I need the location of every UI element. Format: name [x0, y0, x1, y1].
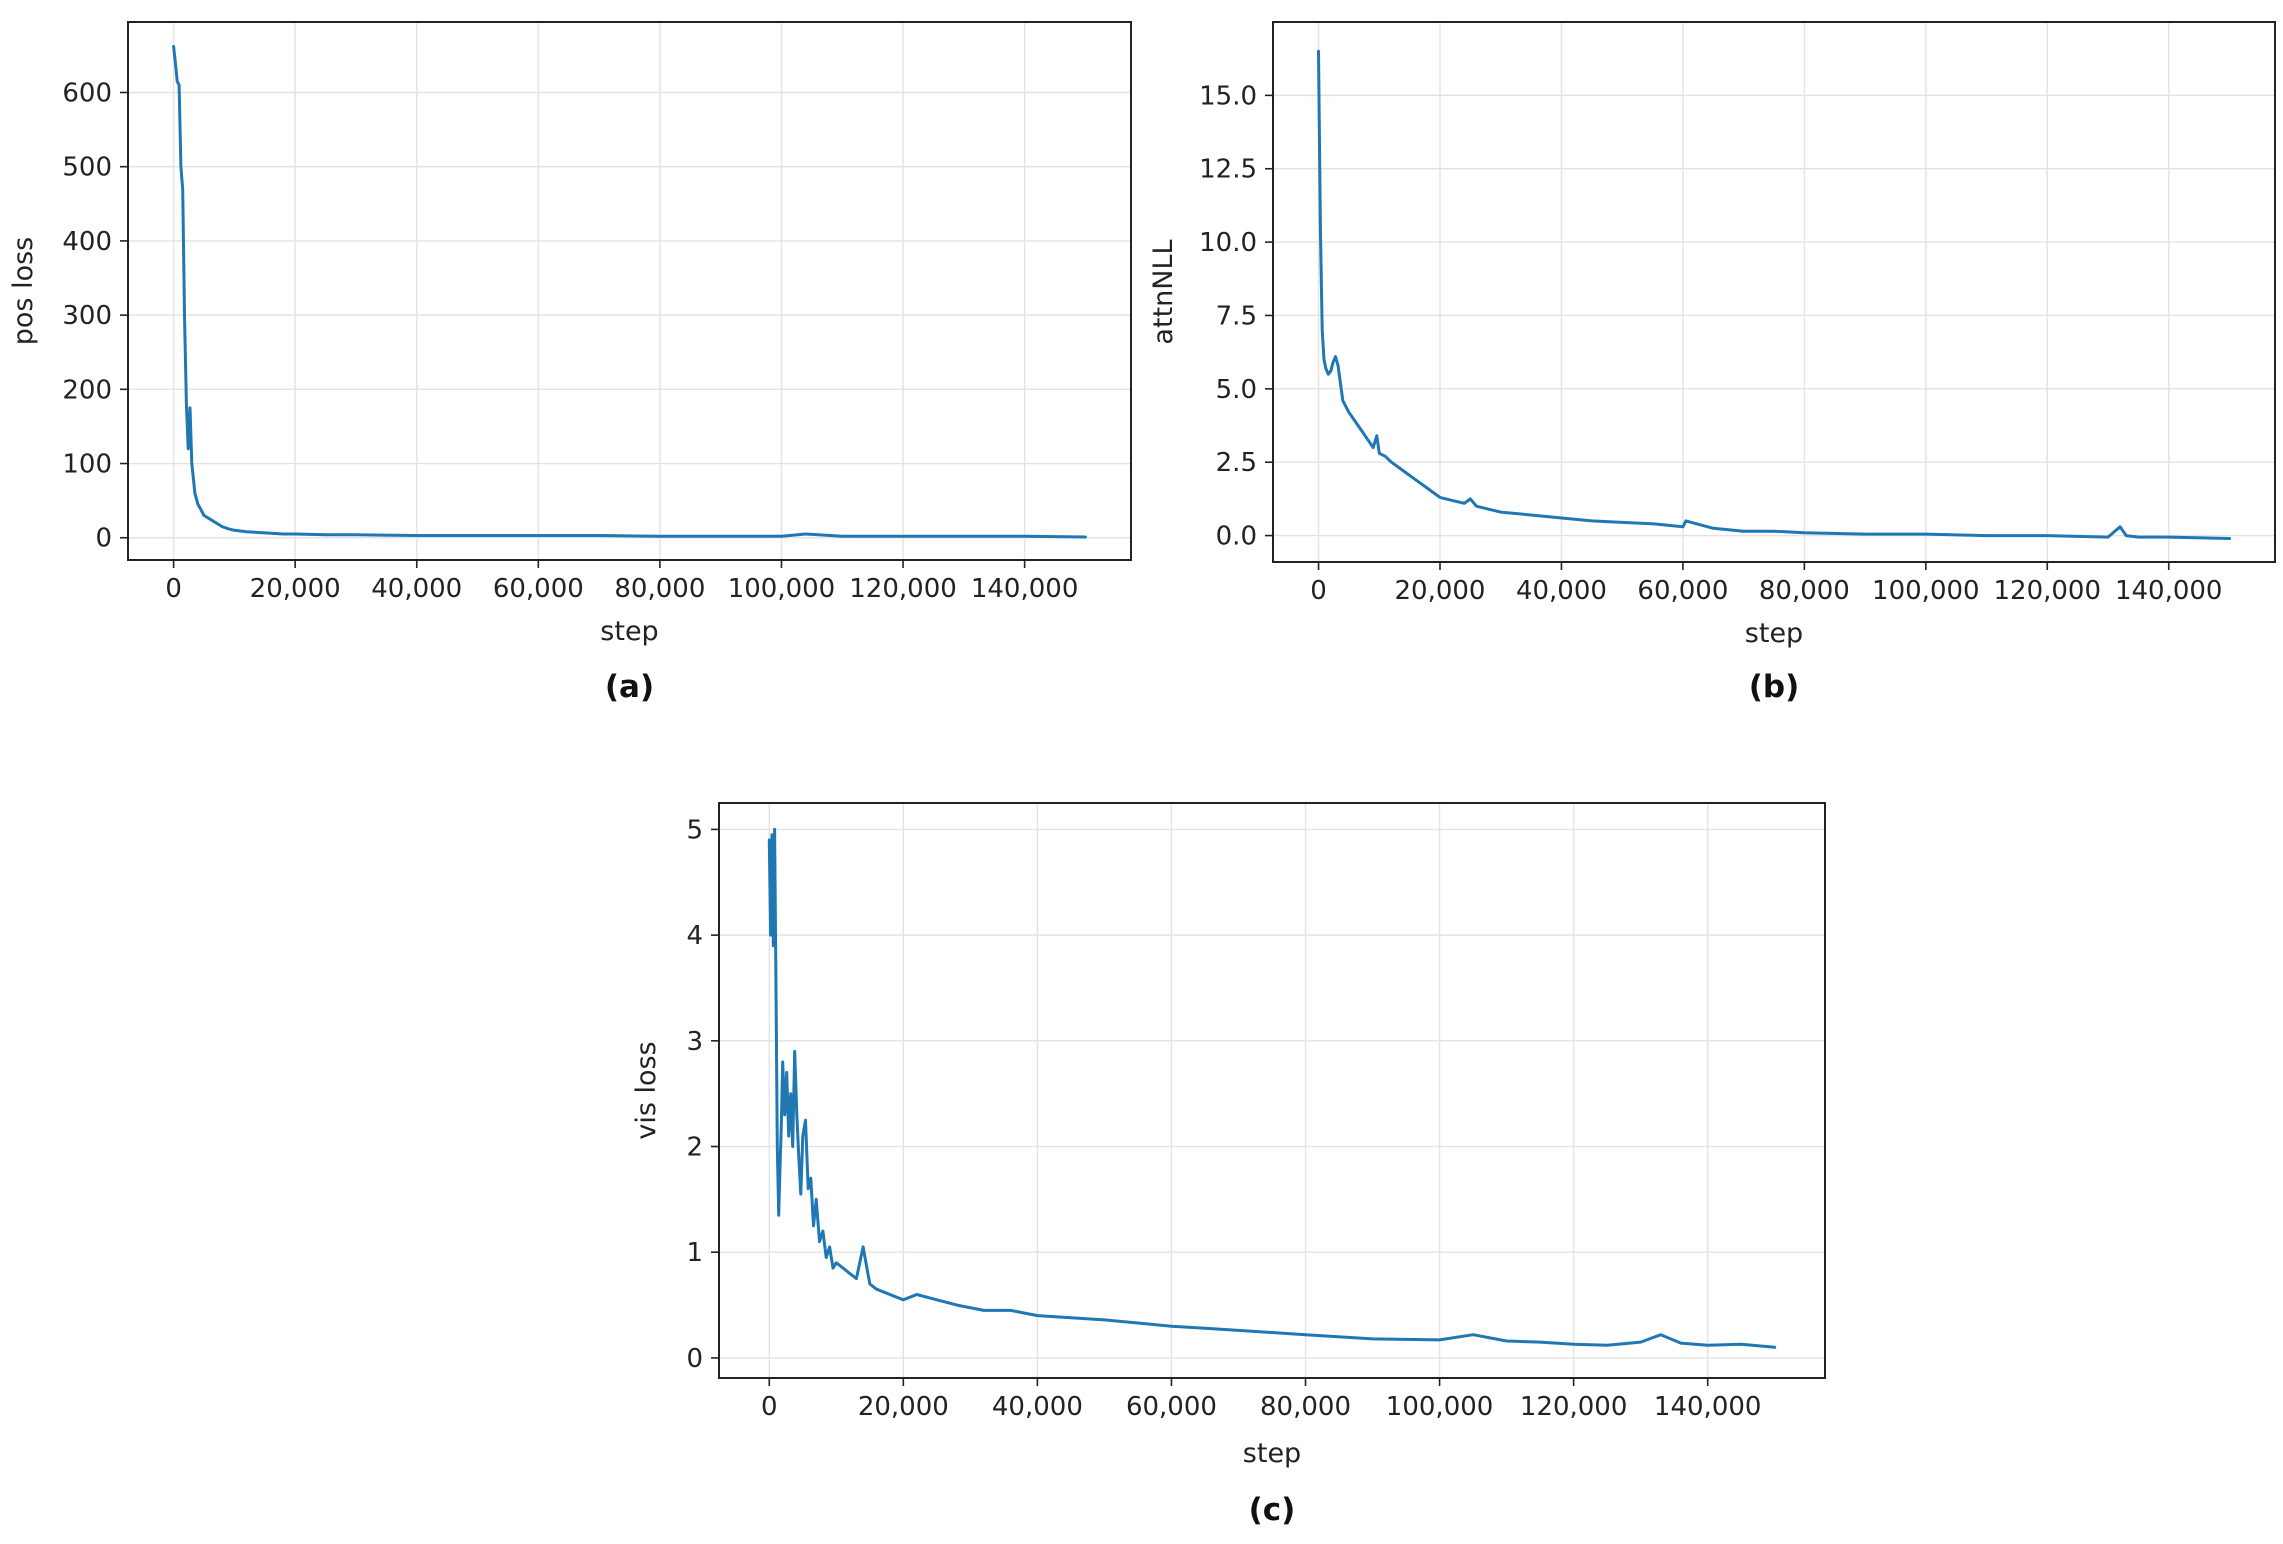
- x-tick-label: 80,000: [1260, 1392, 1351, 1422]
- y-tick-label: 12.5: [1199, 155, 1257, 185]
- chart-pos-loss: 0 20,000 40,000 60,000 80,000 100,000 120,000 1…: [8, 21, 1132, 705]
- x-axis-label: step: [600, 616, 658, 647]
- x-tick-label: 120,000: [1520, 1392, 1628, 1422]
- x-tick-label: 60,000: [493, 574, 584, 604]
- chart-vis-loss: 0 20,000 40,000 60,000 80,000 100,000 120,000 1…: [631, 802, 1826, 1528]
- y-tick-label: 3: [686, 1027, 703, 1057]
- x-axis-label: step: [1243, 1438, 1301, 1469]
- x-tick-label: 100,000: [728, 574, 836, 604]
- x-tick-label: 80,000: [1759, 576, 1850, 606]
- y-tick-label: 1: [686, 1238, 703, 1268]
- y-tick-label: 2: [686, 1133, 703, 1163]
- y-axis-label: attnNLL: [1148, 239, 1179, 344]
- x-tick-label: 120,000: [1994, 576, 2102, 606]
- plot-frame: [718, 802, 1826, 1379]
- panel-label: (b): [1749, 669, 1800, 705]
- series-line: [1317, 49, 2231, 540]
- x-tick-label: 80,000: [614, 574, 705, 604]
- y-tick-label: 4: [686, 921, 703, 951]
- y-tick-label: 200: [62, 375, 112, 405]
- y-tick-label: 600: [62, 78, 112, 108]
- series-line: [767, 827, 1777, 1349]
- y-tick-label: 500: [62, 153, 112, 183]
- panel-label: (a): [605, 669, 654, 705]
- plot-frame: [127, 21, 1132, 561]
- x-tick-label: 140,000: [971, 574, 1079, 604]
- x-tick-label: 40,000: [1516, 576, 1607, 606]
- y-tick-label: 10.0: [1199, 228, 1257, 258]
- y-tick-label: 5: [686, 815, 703, 845]
- y-tick-label: 15.0: [1199, 81, 1257, 111]
- x-tick-label: 0: [165, 574, 182, 604]
- y-tick-label: 0: [95, 524, 112, 554]
- y-axis-label: vis loss: [631, 1041, 662, 1139]
- x-tick-label: 0: [761, 1392, 778, 1422]
- x-tick-label: 0: [1310, 576, 1327, 606]
- y-tick-label: 0.0: [1216, 522, 1257, 552]
- y-tick-label: 5.0: [1216, 375, 1257, 405]
- y-axis-label: pos loss: [8, 237, 39, 345]
- y-tick-label: 100: [62, 450, 112, 480]
- x-tick-label: 40,000: [371, 574, 462, 604]
- series-line: [172, 45, 1087, 539]
- x-tick-label: 140,000: [1654, 1392, 1762, 1422]
- panel-label: (c): [1249, 1492, 1296, 1528]
- y-tick-label: 300: [62, 301, 112, 331]
- x-tick-label: 100,000: [1872, 576, 1980, 606]
- y-tick-label: 7.5: [1216, 301, 1257, 331]
- y-tick-label: 2.5: [1216, 448, 1257, 478]
- x-axis-label: step: [1745, 618, 1803, 649]
- x-tick-label: 60,000: [1637, 576, 1728, 606]
- x-tick-label: 60,000: [1126, 1392, 1217, 1422]
- x-tick-label: 140,000: [2115, 576, 2223, 606]
- chart-attn-nll: 0 20,000 40,000 60,000 80,000 100,000 120,000 1…: [1148, 21, 2276, 705]
- y-tick-label: 400: [62, 227, 112, 257]
- x-tick-label: 20,000: [250, 574, 341, 604]
- x-tick-label: 120,000: [849, 574, 957, 604]
- plot-frame: [1272, 21, 2276, 563]
- y-tick-label: 0: [686, 1344, 703, 1374]
- x-tick-label: 20,000: [858, 1392, 949, 1422]
- x-tick-label: 100,000: [1386, 1392, 1494, 1422]
- x-tick-label: 20,000: [1395, 576, 1486, 606]
- x-tick-label: 40,000: [992, 1392, 1083, 1422]
